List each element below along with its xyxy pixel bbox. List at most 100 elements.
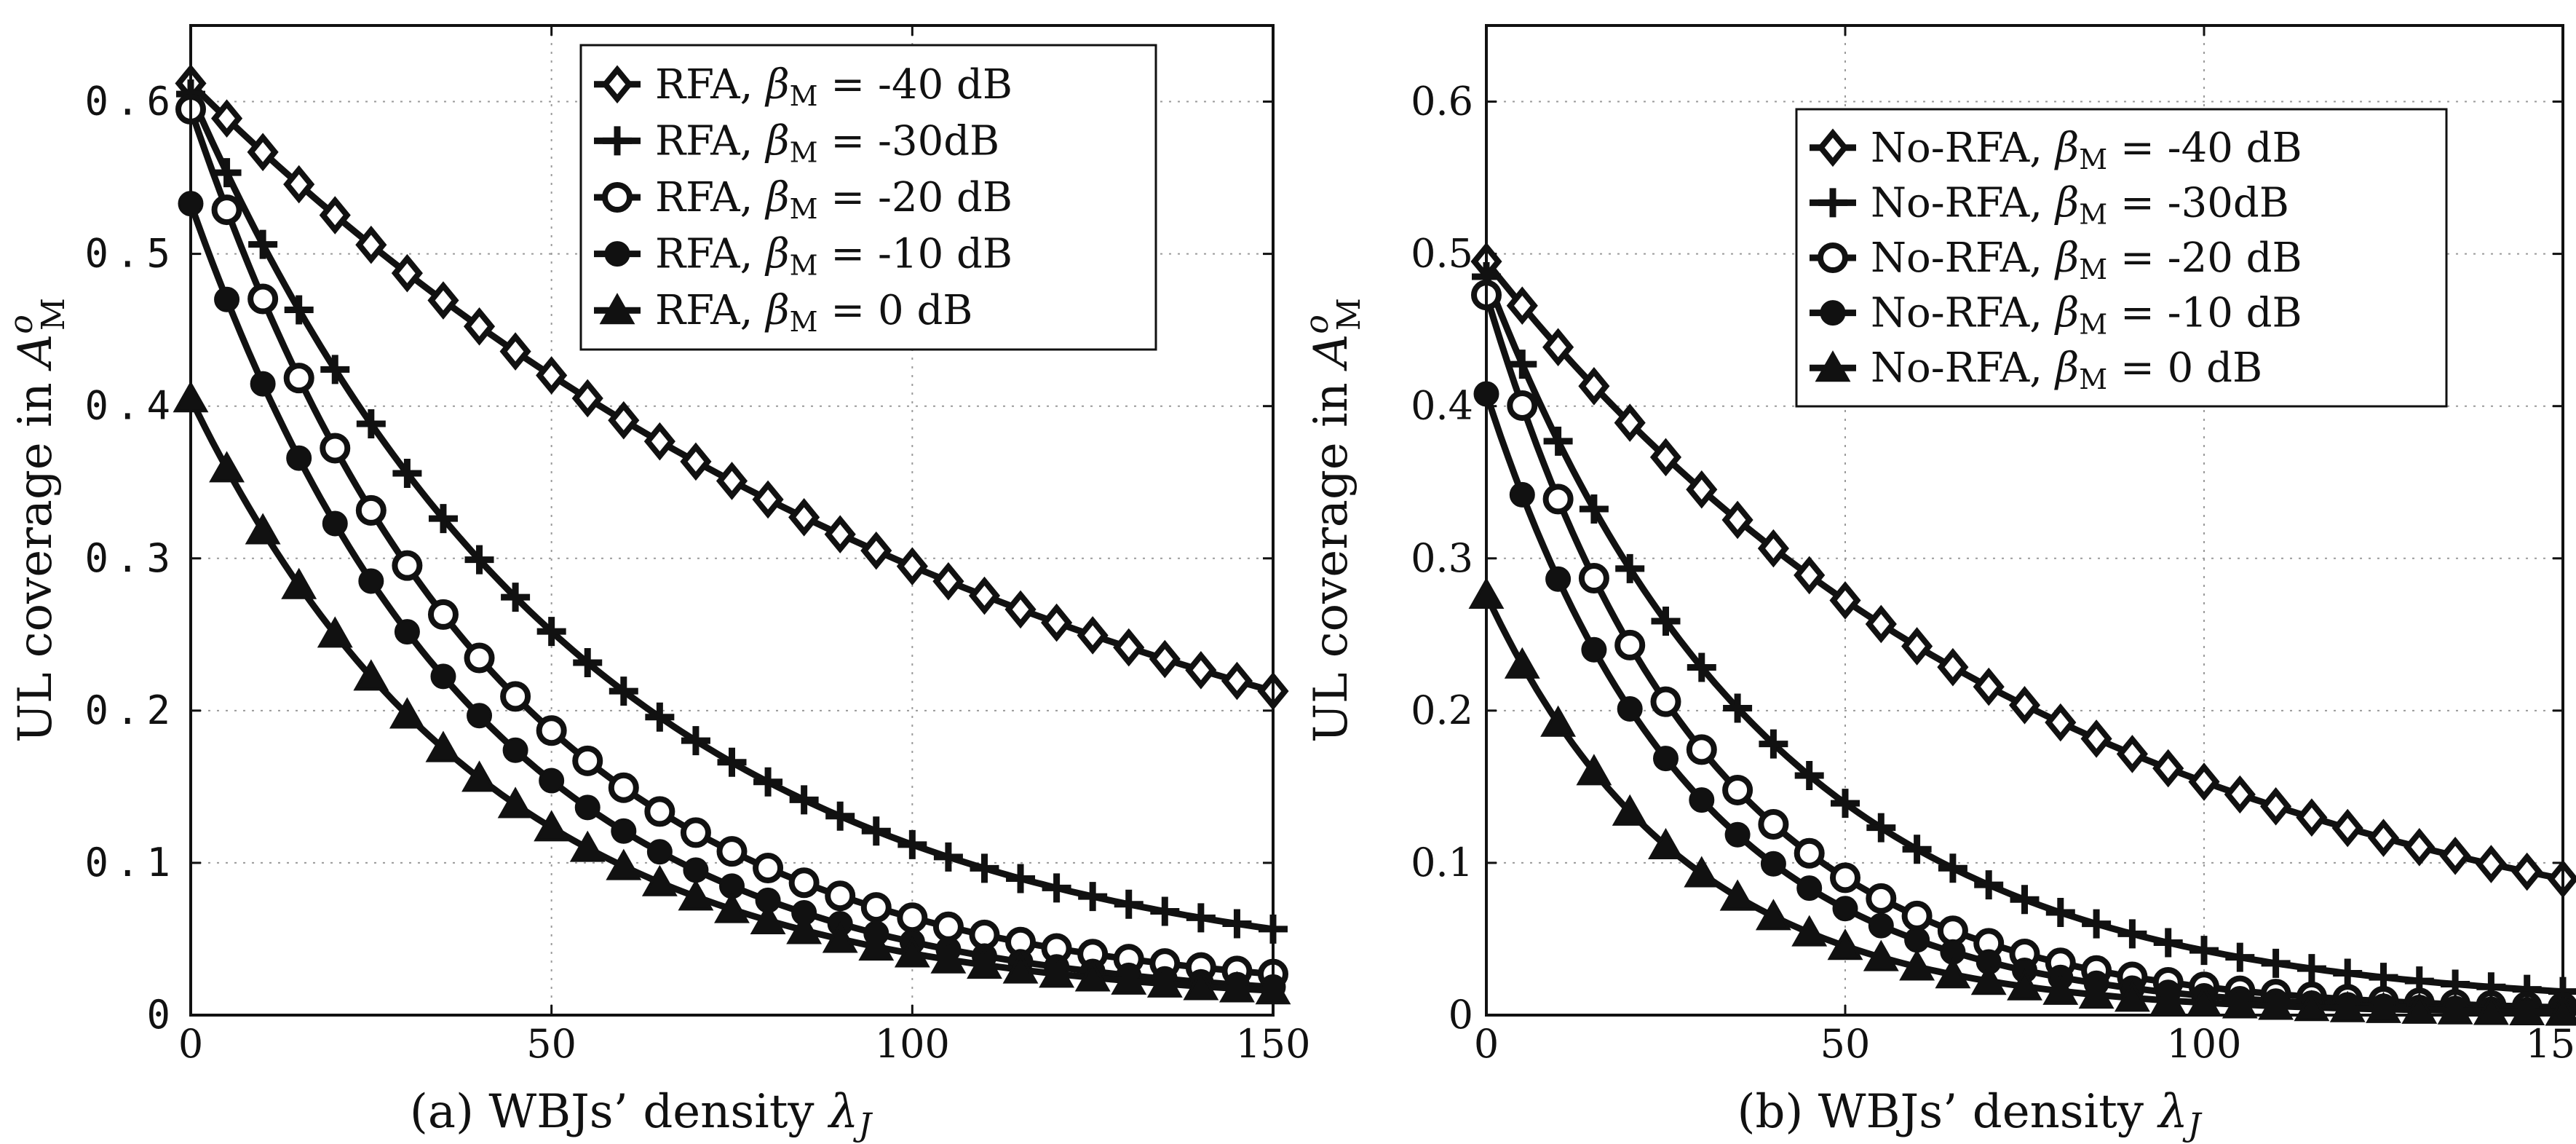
legend-beta-subscript: M [790, 193, 818, 225]
data-point-series-1 [499, 332, 531, 371]
data-point-series-2 [1938, 853, 1967, 883]
legend-value: = -10 dB [2107, 290, 2302, 337]
data-point-series-5 [1755, 899, 1791, 931]
x-axis-label: (a) WBJs’ density λJ [410, 1085, 873, 1144]
data-point-series-5 [2258, 988, 2294, 1020]
data-point-series-2 [248, 229, 278, 259]
data-point-series-3 [1866, 883, 1897, 914]
data-point-series-5 [1504, 647, 1540, 679]
legend-prefix: No-RFA, [1871, 125, 2056, 172]
legend-entry-4: No-RFA, βM = -10 dB [1871, 290, 2302, 341]
data-point-series-3 [355, 494, 387, 526]
data-point-series-5 [750, 902, 786, 934]
y-tick-label: 0.6 [84, 79, 178, 125]
y-axis-label-subscript: M [35, 298, 72, 331]
data-point-series-5 [2007, 969, 2042, 1001]
data-point-series-1 [571, 379, 603, 418]
data-point-series-5 [930, 942, 967, 974]
data-point-series-4 [250, 371, 276, 397]
data-point-series-1 [968, 576, 1001, 615]
data-point-series-5 [389, 697, 425, 729]
legend-marker-5 [1815, 350, 1851, 382]
legend-entry-2: RFA, βM = -30dB [655, 117, 999, 168]
data-point-series-2 [1794, 760, 1824, 790]
y-axis-label-text: UL coverage in [9, 368, 63, 743]
data-point-series-5 [1111, 963, 1147, 995]
data-point-series-5 [1970, 963, 2007, 995]
data-point-series-1 [1578, 366, 1610, 406]
data-point-series-2 [1579, 494, 1609, 524]
data-point-series-5 [353, 659, 389, 691]
data-point-series-3 [753, 852, 784, 883]
x-tick-label: 50 [1820, 1021, 1871, 1067]
data-point-series-1 [716, 462, 748, 500]
x-tick-label: 0 [1474, 1021, 1499, 1067]
legend-beta-symbol: β [764, 61, 789, 109]
legend-beta-subscript: M [790, 306, 818, 338]
data-point-series-2 [1078, 882, 1108, 912]
data-point-series-1 [788, 498, 820, 537]
legend-value: = -40 dB [2107, 125, 2302, 172]
data-point-series-5 [1074, 960, 1111, 992]
y-axis-label-subscript: M [1331, 298, 1368, 331]
legend-beta-subscript: M [2079, 309, 2107, 341]
y-tick-label: 0.4 [84, 383, 178, 429]
data-point-series-3 [1578, 563, 1609, 594]
data-point-series-4 [467, 703, 493, 729]
data-point-series-5 [641, 864, 678, 896]
y-tick-label: 0.2 [84, 687, 178, 733]
legend-beta-symbol: β [764, 174, 789, 221]
data-point-series-2 [2189, 936, 2219, 966]
x-tick-label: 100 [2166, 1021, 2241, 1067]
data-point-series-3 [283, 363, 314, 394]
data-point-series-1 [1937, 647, 1969, 687]
data-point-series-1 [2367, 818, 2400, 857]
data-point-series-1 [2008, 686, 2041, 725]
legend-value: = -10 dB [818, 231, 1013, 278]
data-point-series-2 [1543, 426, 1573, 456]
legend-marker-4 [604, 241, 630, 267]
data-point-series-2 [1651, 607, 1681, 636]
legend-entry-1: RFA, βM = -40 dB [655, 61, 1012, 112]
y-tick-label: 0.4 [1411, 383, 1473, 429]
y-tick-label: 0.1 [84, 840, 178, 885]
y-tick-label: 0.3 [1411, 535, 1473, 581]
data-point-series-5 [1540, 705, 1577, 737]
data-point-series-5 [1935, 957, 1971, 989]
x-tick-label: 50 [526, 1021, 576, 1067]
data-point-series-2 [645, 702, 675, 732]
data-point-series-5 [317, 616, 353, 648]
legend-beta-symbol: β [2054, 344, 2079, 392]
data-point-series-4 [574, 794, 601, 821]
data-point-series-1 [824, 515, 856, 554]
data-point-series-2 [1615, 553, 1645, 583]
legend-beta-symbol: β [2054, 234, 2079, 282]
y-axis-label-symbol: A [1304, 334, 1358, 371]
data-point-series-5 [1719, 879, 1756, 911]
data-point-series-5 [1791, 915, 1828, 947]
data-point-series-1 [319, 196, 351, 234]
data-point-series-1 [2116, 735, 2148, 773]
data-point-series-2 [2261, 948, 2291, 978]
data-point-series-1 [2475, 845, 2507, 883]
data-point-series-3 [320, 433, 351, 464]
data-point-series-1 [1794, 556, 1826, 595]
legend-entry-2: No-RFA, βM = -30dB [1871, 179, 2289, 230]
data-point-series-1 [608, 401, 640, 440]
data-point-series-2 [501, 583, 531, 612]
data-point-series-1 [2224, 775, 2256, 814]
data-point-series-1 [2188, 762, 2220, 801]
legend-value: = -40 dB [818, 61, 1013, 109]
legend-entry-4: RFA, βM = -10 dB [655, 231, 1012, 282]
data-point-series-5 [1612, 794, 1648, 826]
data-point-series-3 [897, 902, 928, 934]
data-point-series-2 [789, 785, 819, 815]
y-axis-label-superscript: o [3, 315, 40, 334]
legend-beta-subscript: M [790, 250, 818, 282]
data-point-series-2 [1150, 896, 1180, 926]
x-tick-label: 150 [2525, 1021, 2576, 1067]
x-axis-label-text: (b) WBJs’ density [1737, 1085, 2158, 1139]
data-point-series-1 [1113, 628, 1145, 667]
data-point-series-1 [391, 253, 423, 293]
legend-entry-5: No-RFA, βM = 0 dB [1871, 344, 2262, 395]
